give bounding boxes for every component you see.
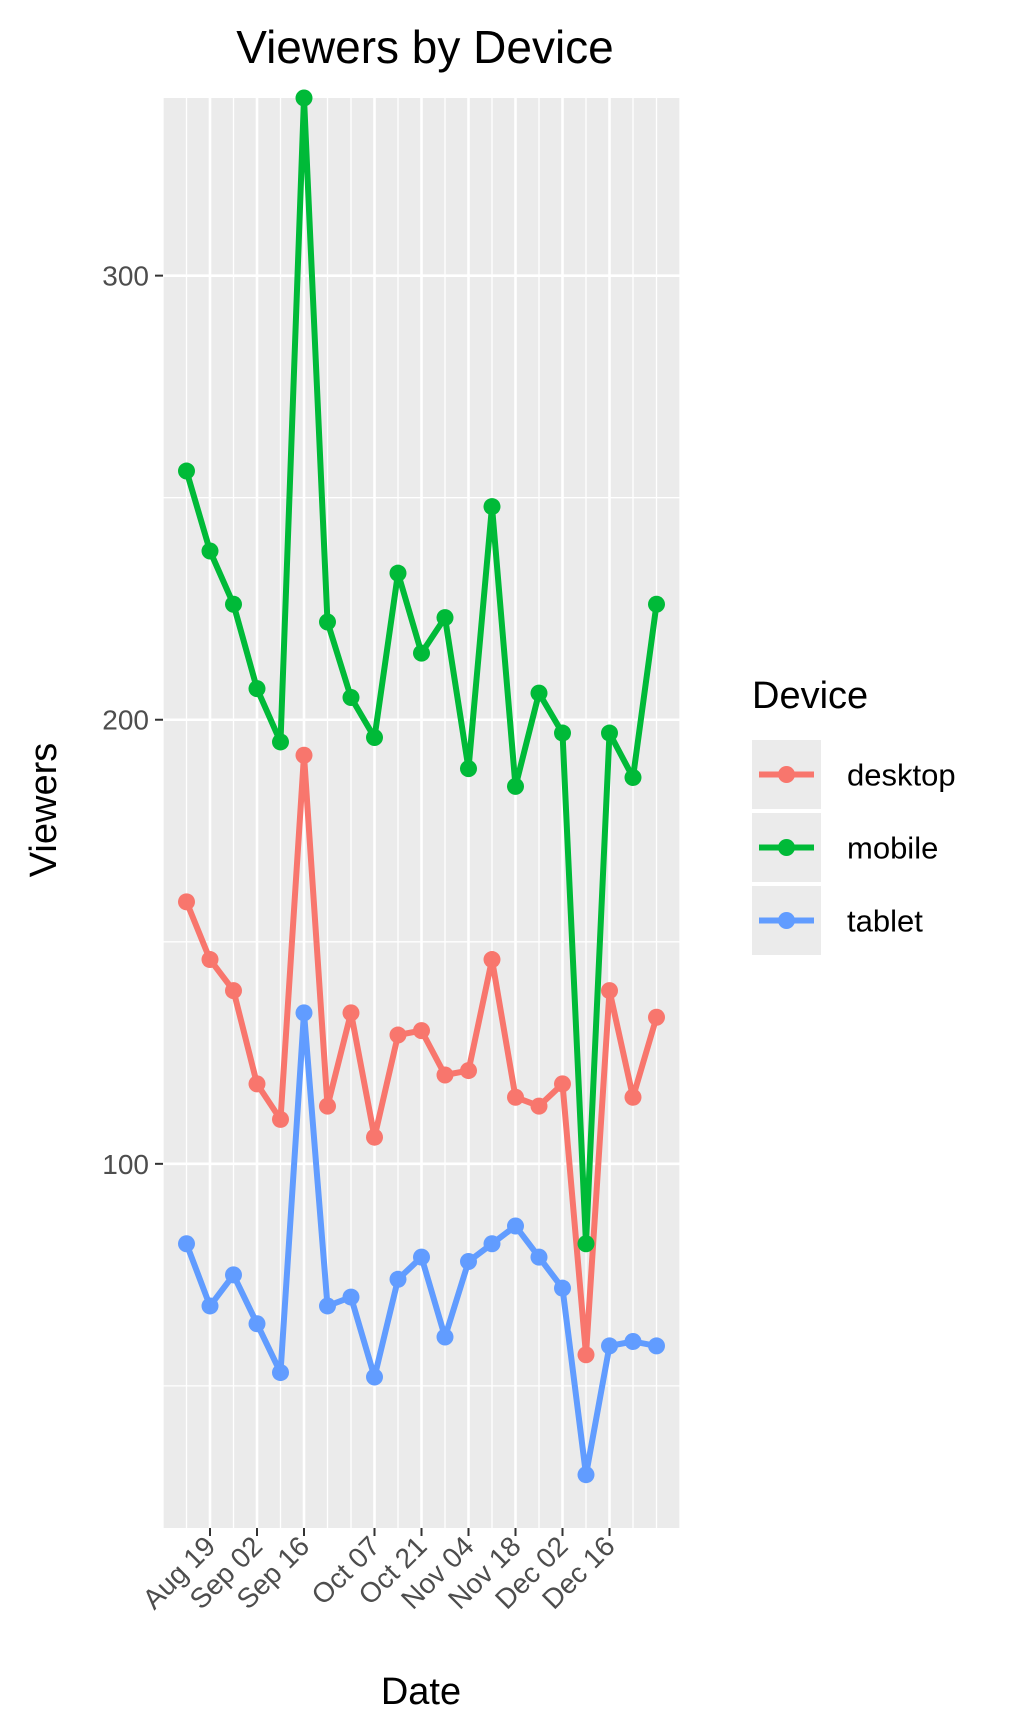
data-point-tablet xyxy=(295,1004,313,1022)
data-point-tablet xyxy=(624,1332,642,1350)
data-point-tablet xyxy=(460,1253,477,1271)
data-point-tablet xyxy=(342,1288,360,1306)
data-point-desktop xyxy=(624,1088,642,1106)
data-point-tablet xyxy=(201,1297,219,1315)
data-point-tablet xyxy=(272,1364,289,1382)
data-point-mobile xyxy=(554,724,571,742)
data-point-tablet xyxy=(366,1368,383,1386)
legend-label-desktop: desktop xyxy=(847,758,956,793)
data-point-mobile xyxy=(366,729,383,747)
chart-title: Viewers by Device xyxy=(236,21,614,73)
data-point-mobile xyxy=(530,684,548,702)
data-point-desktop xyxy=(413,1022,430,1040)
data-point-mobile xyxy=(577,1235,595,1253)
legend-key-point-mobile xyxy=(778,839,795,856)
data-point-mobile xyxy=(648,595,665,613)
data-point-mobile xyxy=(389,564,407,582)
legend-key-point-desktop xyxy=(778,766,795,783)
x-axis-title: Date xyxy=(381,1671,461,1713)
data-point-mobile xyxy=(436,609,454,627)
data-point-tablet xyxy=(577,1466,595,1484)
legend-label-mobile: mobile xyxy=(847,831,938,866)
data-point-mobile xyxy=(413,644,430,662)
data-point-desktop xyxy=(436,1066,454,1084)
data-point-desktop xyxy=(272,1110,289,1128)
data-point-mobile xyxy=(295,89,313,107)
series-tablet xyxy=(178,1004,665,1484)
data-point-tablet xyxy=(483,1235,501,1253)
data-point-tablet xyxy=(530,1248,548,1266)
data-point-desktop xyxy=(248,1075,266,1093)
legend-title: Device xyxy=(752,675,868,717)
data-point-mobile xyxy=(248,680,266,698)
data-point-mobile xyxy=(483,498,501,516)
data-point-mobile xyxy=(342,689,360,707)
y-axis-title: Viewers xyxy=(23,743,65,877)
legend-label-tablet: tablet xyxy=(847,904,923,939)
series-mobile xyxy=(178,89,665,1253)
data-point-tablet xyxy=(389,1270,407,1288)
data-point-tablet xyxy=(178,1235,195,1253)
data-point-tablet xyxy=(248,1315,266,1333)
data-point-tablet xyxy=(648,1337,665,1355)
data-point-mobile xyxy=(201,542,219,560)
legend: Device desktop mobile tablet xyxy=(752,675,956,955)
legend-item-desktop: desktop xyxy=(752,740,956,809)
data-point-desktop xyxy=(483,951,501,969)
data-point-tablet xyxy=(413,1248,430,1266)
data-point-mobile xyxy=(601,724,618,742)
series-desktop xyxy=(178,746,665,1364)
data-point-desktop xyxy=(530,1097,548,1115)
data-point-desktop xyxy=(178,893,195,911)
data-point-mobile xyxy=(225,595,242,613)
data-point-mobile xyxy=(272,733,289,751)
data-point-desktop xyxy=(577,1346,595,1364)
data-point-desktop xyxy=(225,982,242,1000)
data-point-tablet xyxy=(319,1297,336,1315)
data-point-tablet xyxy=(436,1328,454,1346)
data-point-desktop xyxy=(319,1097,336,1115)
y-tick-label: 300 xyxy=(102,261,149,292)
legend-key-point-tablet xyxy=(778,912,795,929)
data-point-mobile xyxy=(624,768,642,786)
data-point-desktop xyxy=(648,1008,665,1026)
data-point-desktop xyxy=(554,1075,571,1093)
data-point-mobile xyxy=(178,462,195,480)
y-axis: 100 200 300 xyxy=(102,261,163,1180)
data-point-mobile xyxy=(319,613,336,631)
legend-item-mobile: mobile xyxy=(752,813,938,882)
data-point-desktop xyxy=(389,1026,407,1044)
data-point-desktop xyxy=(295,746,313,764)
data-point-tablet xyxy=(601,1337,618,1355)
y-tick-label: 200 xyxy=(102,705,149,736)
data-point-desktop xyxy=(460,1062,477,1080)
data-point-desktop xyxy=(366,1128,383,1146)
legend-item-tablet: tablet xyxy=(752,886,923,955)
data-point-mobile xyxy=(507,777,524,795)
data-point-desktop xyxy=(601,982,618,1000)
data-point-mobile xyxy=(460,760,477,778)
data-point-tablet xyxy=(554,1279,571,1297)
y-tick-label: 100 xyxy=(102,1149,149,1180)
data-point-desktop xyxy=(507,1088,524,1106)
data-point-tablet xyxy=(225,1266,242,1284)
data-point-tablet xyxy=(507,1217,524,1235)
data-point-desktop xyxy=(201,951,219,969)
data-point-desktop xyxy=(342,1004,360,1022)
series-layer xyxy=(178,89,665,1484)
